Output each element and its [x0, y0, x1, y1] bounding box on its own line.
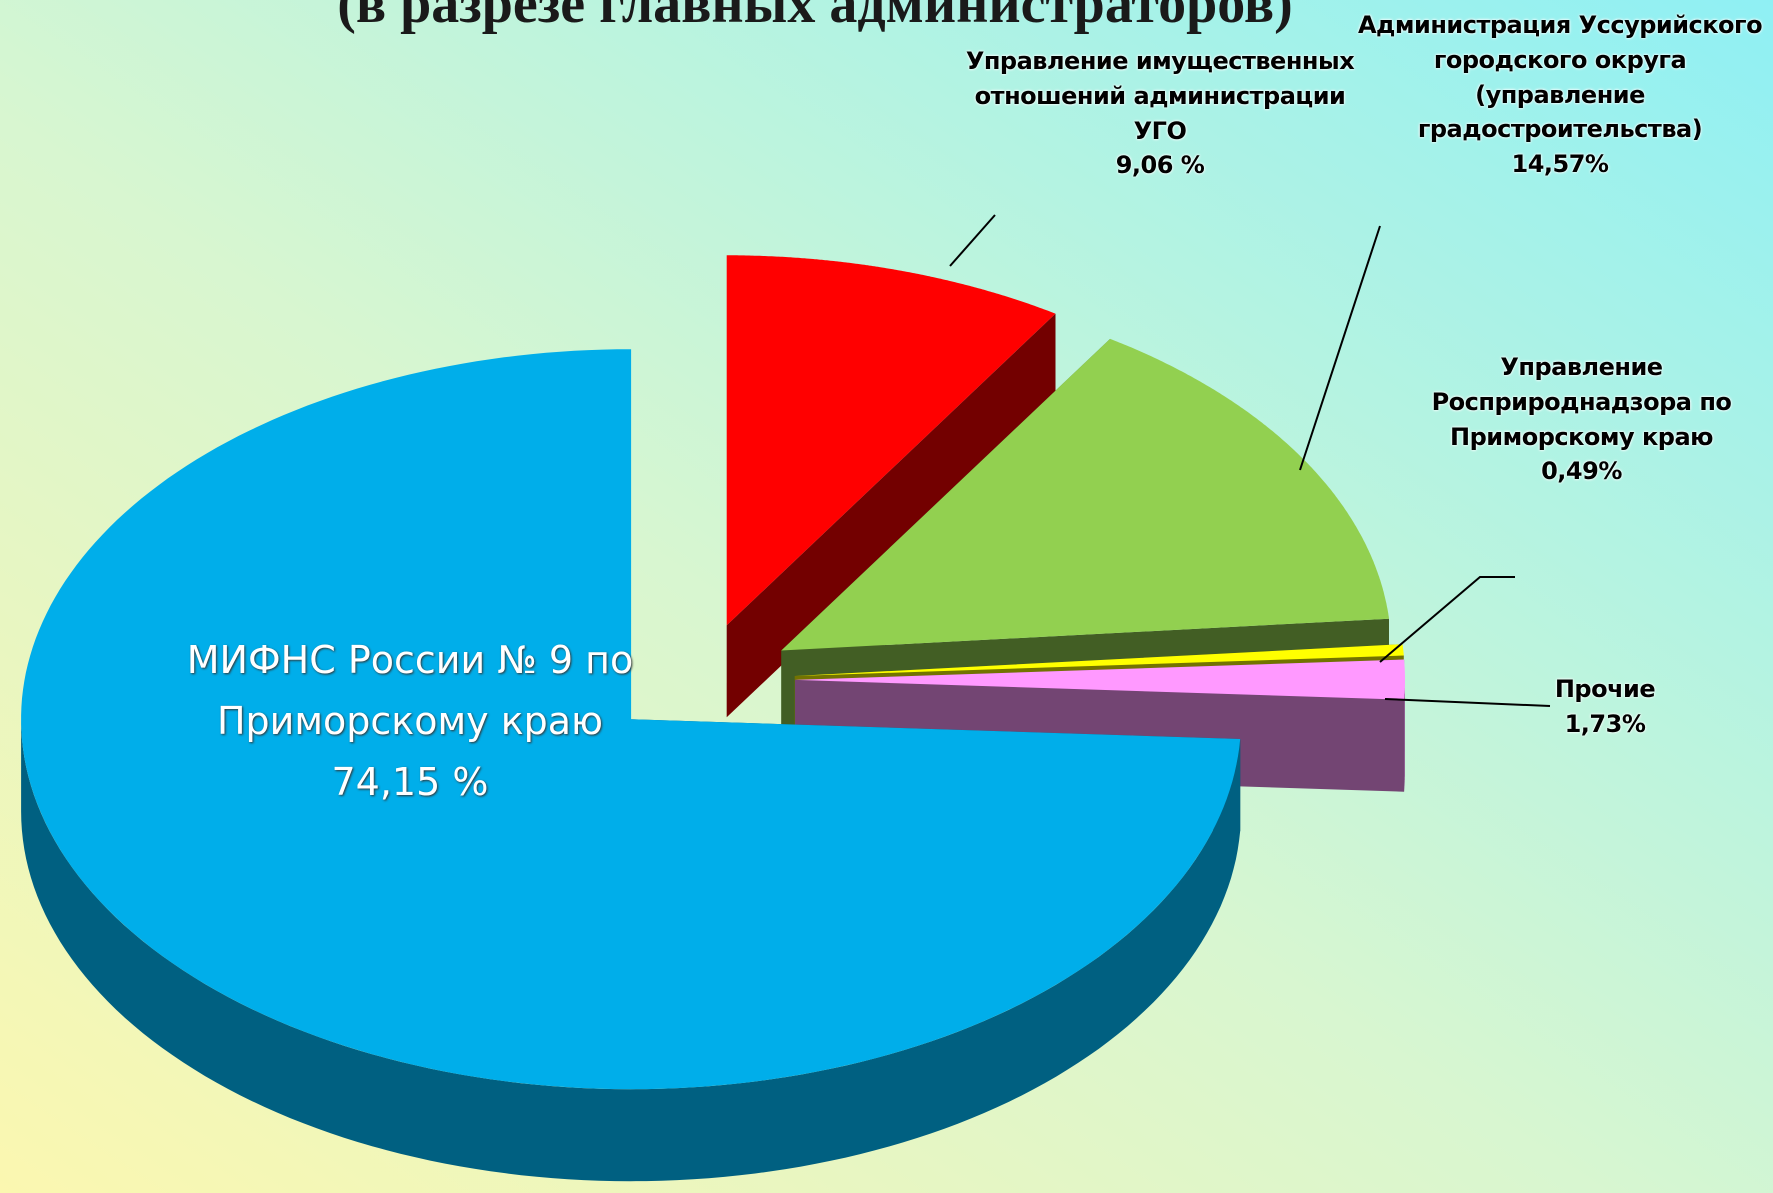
label-box: МИФНС России № 9 по Приморскому краю 74,1…	[180, 630, 640, 812]
slice-label: Прочие 1,73%	[1460, 672, 1750, 742]
leader-lines	[949, 214, 1551, 707]
leader-line	[949, 214, 996, 267]
value-label: 1,73%	[1564, 709, 1646, 738]
value-label: 14,57%	[1511, 150, 1609, 179]
slice-label: МИФНС России № 9 по Приморскому краю 74,1…	[180, 630, 640, 812]
category-label: Прочие	[1554, 675, 1656, 703]
value-label: 9,06 %	[1115, 151, 1205, 180]
label-box: Прочие 1,73%	[1460, 672, 1750, 742]
pie	[21, 255, 1405, 1182]
slice-top	[726, 255, 1056, 626]
chart-title: (в разрезе главных администраторов)	[337, 0, 1293, 35]
slice-label: Администрация Уссурийского городского ок…	[1350, 8, 1770, 182]
slice-top	[795, 659, 1405, 700]
slice	[726, 255, 1056, 718]
slice-top	[781, 338, 1389, 651]
slice-wall	[21, 719, 1241, 1182]
leader-line	[1299, 225, 1381, 471]
slice-label: Управление имущественных отношений админ…	[960, 44, 1360, 183]
labels: Управление имущественных отношений админ…	[180, 8, 1773, 812]
label-box: Управление Росприроднадзора по Приморско…	[1390, 350, 1773, 489]
slice-top	[21, 349, 1241, 1090]
leader-line	[1379, 576, 1515, 663]
category-label: Управление Росприроднадзора по Приморско…	[1431, 353, 1732, 451]
leader-line	[1384, 698, 1551, 707]
slice-wall	[1404, 679, 1405, 792]
value-label: 0,49%	[1541, 457, 1622, 486]
label-box: Администрация Уссурийского городского ок…	[1350, 8, 1770, 182]
slice-label: Управление Росприроднадзора по Приморско…	[1390, 350, 1773, 489]
category-label: Управление имущественных отношений админ…	[965, 47, 1355, 145]
value-label: 74,15 %	[331, 759, 489, 804]
slice-side	[726, 313, 1056, 718]
category-label: Администрация Уссурийского городского ок…	[1357, 11, 1763, 144]
category-label: МИФНС России № 9 по Приморскому краю	[186, 638, 634, 743]
slice	[21, 349, 1241, 1182]
slice-top	[794, 644, 1404, 676]
label-box: Управление имущественных отношений админ…	[960, 44, 1360, 183]
